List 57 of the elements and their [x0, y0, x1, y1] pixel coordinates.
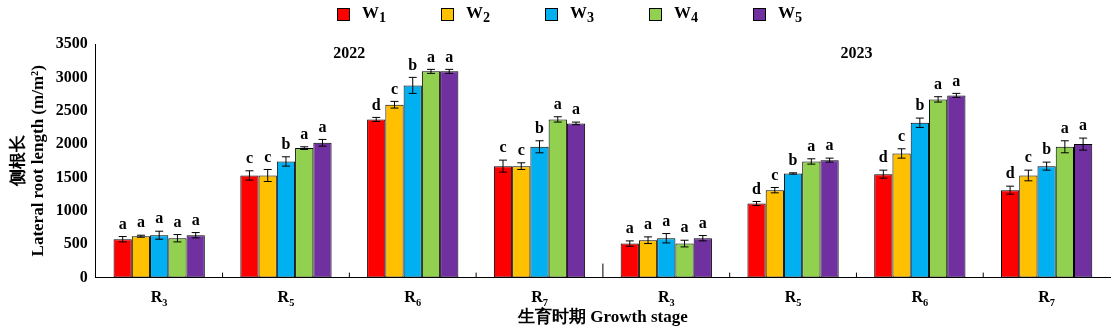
data-label: a [136, 213, 145, 231]
data-label: a [625, 219, 634, 237]
data-label: a [662, 211, 671, 229]
data-label: a [572, 100, 581, 118]
data-label: a [118, 214, 127, 232]
data-label: b [535, 118, 545, 136]
y-axis-title: 侧根长 Lateral root length (m/m²) [7, 65, 47, 257]
y-tick-label: 1000 [55, 201, 88, 218]
data-label: b [408, 55, 418, 73]
data-label: a [807, 136, 816, 154]
data-label: a [173, 212, 182, 230]
y-tick-label: 2000 [55, 134, 88, 152]
data-label: a [644, 215, 653, 233]
data-label: c [898, 126, 906, 144]
x-axis-title: 生育时期 Growth stage [517, 306, 689, 327]
y-tick-label: 3000 [55, 67, 88, 85]
data-label: c [245, 148, 254, 166]
data-label: a [1079, 116, 1088, 134]
data-label: a [191, 210, 200, 228]
legend-label: W$_{2}$ [466, 3, 491, 27]
legend-label: W$_{4}$ [674, 3, 699, 27]
y-tick-label: 1500 [55, 167, 88, 185]
data-label: d [752, 179, 762, 197]
data-label: c [771, 165, 779, 183]
data-label: b [1042, 140, 1052, 158]
data-label: b [915, 96, 925, 114]
data-label: a [952, 71, 961, 89]
legend-label: W$_{1}$ [362, 3, 387, 27]
y-tick-label: 3500 [55, 34, 88, 52]
data-label: a [553, 94, 562, 112]
legend-label: W$_{3}$ [570, 3, 595, 27]
y-tick-label: 0 [79, 267, 88, 285]
data-label: b [281, 134, 291, 152]
data-label: a [300, 124, 309, 142]
data-label: a [934, 74, 943, 92]
data-label: a [426, 47, 435, 65]
annotation: 2023 [840, 44, 873, 62]
data-label: a [680, 218, 689, 236]
data-label: c [264, 147, 272, 165]
data-label: a [155, 209, 164, 227]
annotation: 2022 [333, 44, 366, 62]
data-label: c [517, 140, 525, 158]
data-label: b [788, 150, 798, 168]
data-label: d [371, 95, 381, 113]
data-label: a [825, 136, 834, 154]
data-label: c [390, 79, 399, 97]
data-label: c [1024, 148, 1032, 166]
data-label: d [878, 148, 888, 166]
data-label: a [1060, 118, 1069, 136]
data-label: c [499, 138, 507, 156]
y-tick-label: 500 [63, 234, 88, 252]
y-tick-label: 2500 [55, 100, 88, 118]
data-label: a [318, 117, 327, 135]
data-label: d [1005, 164, 1015, 182]
legend-label: W$_{5}$ [778, 3, 803, 27]
data-label: a [698, 213, 707, 231]
data-label: a [445, 47, 454, 65]
